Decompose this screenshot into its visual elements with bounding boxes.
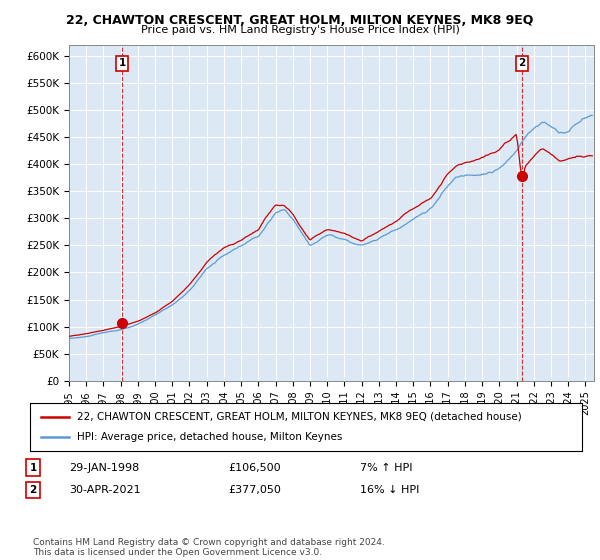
Text: £377,050: £377,050	[228, 485, 281, 495]
Text: 29-JAN-1998: 29-JAN-1998	[69, 463, 139, 473]
Text: 7% ↑ HPI: 7% ↑ HPI	[360, 463, 413, 473]
Text: 30-APR-2021: 30-APR-2021	[69, 485, 140, 495]
Text: HPI: Average price, detached house, Milton Keynes: HPI: Average price, detached house, Milt…	[77, 432, 342, 442]
Text: 16% ↓ HPI: 16% ↓ HPI	[360, 485, 419, 495]
Text: Contains HM Land Registry data © Crown copyright and database right 2024.
This d: Contains HM Land Registry data © Crown c…	[33, 538, 385, 557]
Text: 2: 2	[29, 485, 37, 495]
Text: £106,500: £106,500	[228, 463, 281, 473]
Text: 2: 2	[518, 58, 526, 68]
Text: Price paid vs. HM Land Registry's House Price Index (HPI): Price paid vs. HM Land Registry's House …	[140, 25, 460, 35]
Text: 22, CHAWTON CRESCENT, GREAT HOLM, MILTON KEYNES, MK8 9EQ: 22, CHAWTON CRESCENT, GREAT HOLM, MILTON…	[67, 14, 533, 27]
Text: 22, CHAWTON CRESCENT, GREAT HOLM, MILTON KEYNES, MK8 9EQ (detached house): 22, CHAWTON CRESCENT, GREAT HOLM, MILTON…	[77, 412, 521, 422]
Text: 1: 1	[118, 58, 125, 68]
Text: 1: 1	[29, 463, 37, 473]
